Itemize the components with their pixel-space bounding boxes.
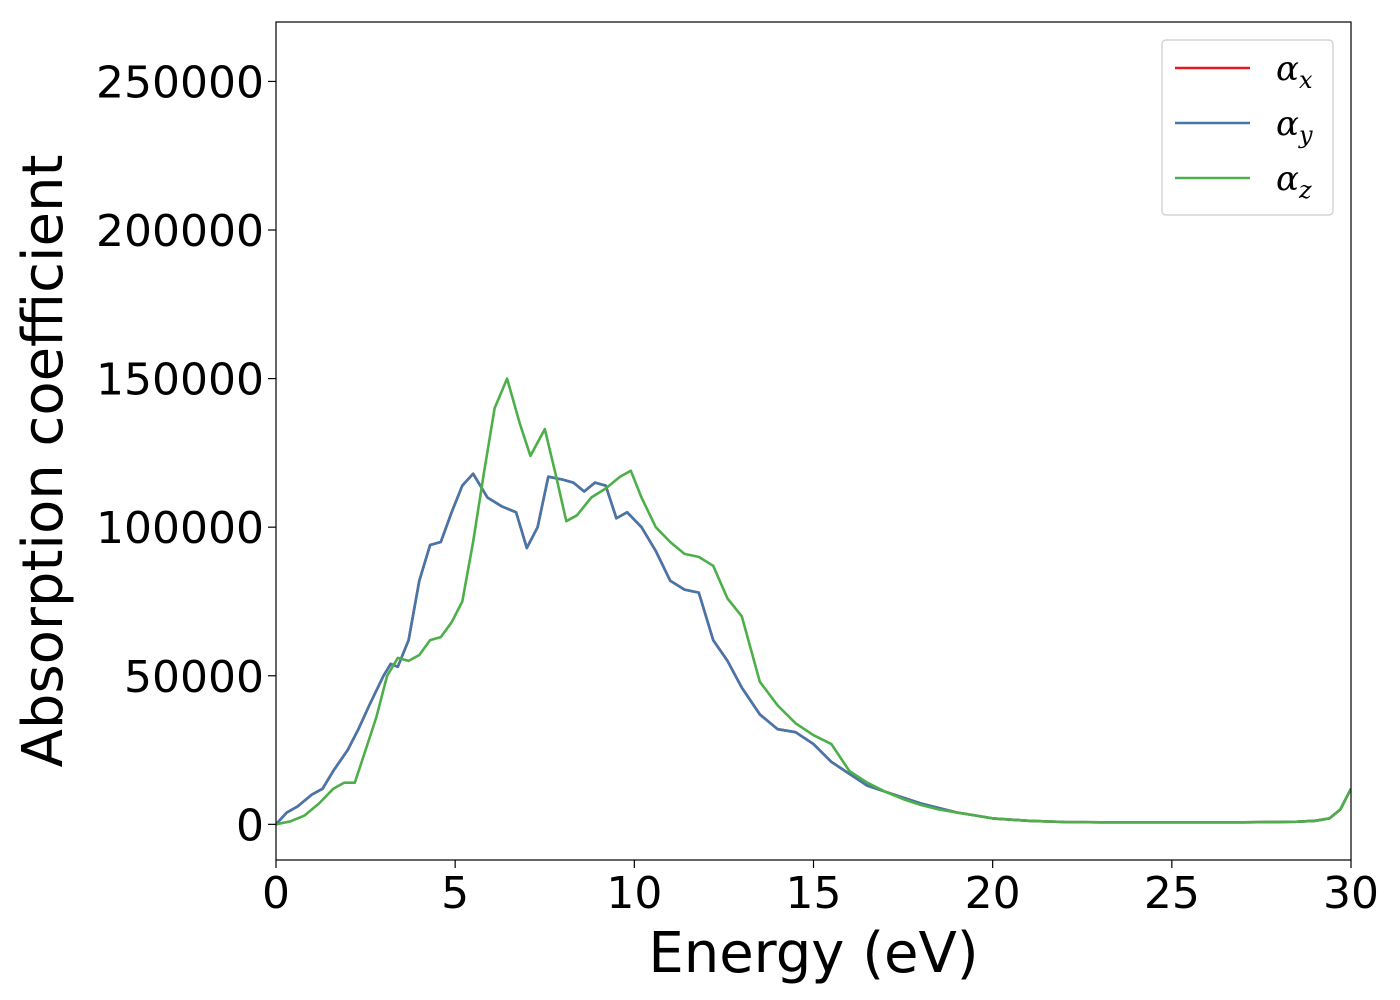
x-tick-label: 25 bbox=[1144, 868, 1200, 919]
x-tick-label: 30 bbox=[1323, 868, 1379, 919]
y-axis: 0 50000 100000 150000 200000 250000 bbox=[96, 57, 276, 851]
legend-label-alpha-z: αz bbox=[1276, 159, 1312, 204]
x-tick-label: 10 bbox=[606, 868, 662, 919]
y-axis-label: Absorption coefficient bbox=[11, 155, 76, 768]
x-axis: 0 5 10 15 20 25 30 bbox=[262, 860, 1379, 919]
y-tick-label: 250000 bbox=[96, 57, 264, 108]
series-line-alpha-y bbox=[276, 472, 1351, 826]
y-tick-label: 100000 bbox=[96, 503, 264, 554]
x-tick-label: 5 bbox=[441, 868, 469, 919]
legend-label-alpha-y: αy bbox=[1276, 104, 1313, 149]
legend-box bbox=[1161, 39, 1334, 216]
x-axis-label: Energy (eV) bbox=[648, 921, 978, 986]
y-tick-label: 50000 bbox=[124, 652, 264, 703]
x-tick-label: 20 bbox=[965, 868, 1021, 919]
plot-area bbox=[276, 377, 1351, 826]
y-tick-label: 200000 bbox=[96, 206, 264, 257]
y-tick-label: 150000 bbox=[96, 355, 264, 406]
legend: αx αy αz bbox=[1161, 39, 1334, 216]
series-line-alpha-x bbox=[276, 472, 1351, 826]
y-tick-label: 0 bbox=[236, 800, 264, 851]
legend-label-alpha-x: αx bbox=[1276, 49, 1313, 94]
series-line-alpha-z bbox=[276, 377, 1351, 826]
x-tick-label: 15 bbox=[786, 868, 842, 919]
x-tick-label: 0 bbox=[262, 868, 290, 919]
